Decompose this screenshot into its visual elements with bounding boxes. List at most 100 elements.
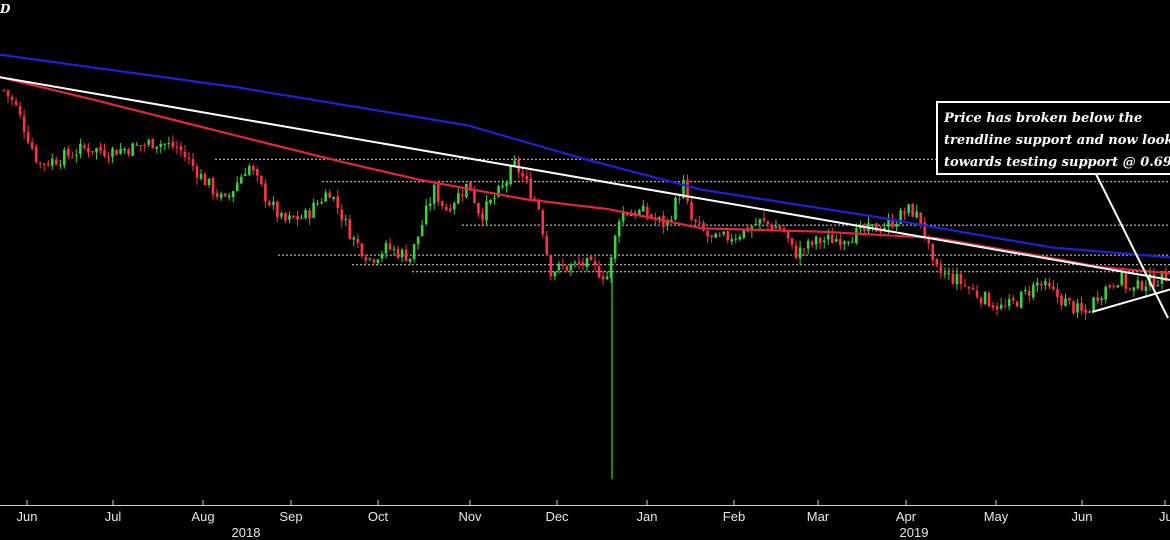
- candle-body: [211, 178, 215, 195]
- candle-body: [1124, 273, 1128, 289]
- candle-body: [919, 212, 923, 224]
- candle-body: [103, 149, 106, 157]
- candle-body: [308, 210, 311, 219]
- candle-body: [879, 230, 882, 232]
- candle-body: [734, 238, 738, 240]
- candle-body: [79, 143, 82, 154]
- candle-body: [159, 143, 163, 147]
- candle-body: [702, 223, 705, 231]
- candle-body: [384, 242, 388, 254]
- candle-body: [818, 237, 822, 244]
- candle-body: [296, 216, 299, 220]
- candle-body: [493, 197, 496, 200]
- candle-body: [432, 184, 436, 204]
- candle-body: [50, 158, 54, 166]
- candle-body: [509, 166, 512, 185]
- candle-body: [967, 287, 971, 289]
- candle-body: [268, 201, 271, 206]
- candle-body: [135, 144, 138, 146]
- candle-body: [726, 231, 730, 241]
- x-tick-label: Jul: [104, 509, 122, 524]
- candle-body: [360, 243, 364, 257]
- candle-body: [1084, 309, 1087, 313]
- candle-body: [183, 151, 187, 158]
- candle-body: [706, 230, 709, 237]
- candle-body: [830, 234, 834, 244]
- candle-body: [179, 146, 183, 151]
- candle-body: [826, 234, 830, 240]
- candle-body: [939, 266, 943, 274]
- candle-body: [883, 228, 886, 231]
- candle-body: [537, 200, 541, 210]
- candle-body: [569, 264, 573, 271]
- candle-body: [971, 287, 975, 290]
- candle-body: [851, 241, 854, 243]
- price-chart: [0, 53, 1170, 505]
- moving-average-slow: [0, 53, 1170, 259]
- candle-body: [497, 186, 500, 197]
- candle-body: [256, 168, 259, 176]
- candle-body: [1052, 286, 1055, 290]
- candle-body: [501, 185, 504, 187]
- candle-body: [348, 219, 352, 240]
- candle-body: [139, 145, 143, 147]
- candle-body: [758, 219, 762, 224]
- candle-body: [276, 201, 279, 218]
- x-tick-label: Jun: [16, 509, 38, 524]
- candle-body: [1144, 286, 1148, 291]
- candle-body: [1100, 298, 1103, 301]
- annotation-line-2: trendline support and now looks: [944, 133, 1170, 148]
- candle-body: [34, 146, 38, 163]
- candle-body: [95, 148, 98, 153]
- candle-body: [1152, 274, 1156, 287]
- candle-body: [903, 211, 906, 215]
- candle-body: [545, 235, 549, 255]
- candle-body: [6, 90, 10, 97]
- candle-body: [979, 297, 983, 304]
- candle-body: [802, 248, 806, 250]
- candle-body: [1076, 303, 1079, 313]
- candle-body: [742, 228, 746, 238]
- trendline-rising-support: [1091, 288, 1170, 313]
- candle-body: [678, 198, 681, 200]
- candle-body: [336, 196, 340, 209]
- candle-body: [396, 248, 400, 258]
- candle-body: [1080, 303, 1083, 311]
- candle-body: [513, 160, 516, 166]
- candle-body: [416, 236, 420, 244]
- candle-body: [955, 273, 959, 285]
- candle-body: [686, 180, 689, 202]
- x-year-label: 2018: [231, 525, 261, 540]
- candle-body: [26, 132, 30, 143]
- candle-body: [63, 150, 66, 166]
- candle-body: [364, 256, 368, 261]
- candle-body: [621, 211, 625, 222]
- candle-body: [822, 240, 826, 243]
- candle-body: [794, 245, 798, 259]
- candle-body: [485, 201, 488, 221]
- candle-body: [328, 192, 331, 198]
- candle-body: [666, 219, 669, 226]
- candle-body: [38, 162, 42, 164]
- candle-body: [1011, 298, 1015, 301]
- candle-body: [1136, 280, 1140, 289]
- candle-body: [927, 238, 931, 244]
- candle-body: [30, 142, 34, 149]
- candle-body: [605, 276, 609, 280]
- candle-body: [1116, 285, 1120, 288]
- candle-body: [839, 238, 842, 246]
- candle-body: [235, 182, 239, 191]
- candle-body: [10, 96, 14, 100]
- candle-body: [1096, 297, 1099, 302]
- candle-body: [694, 219, 697, 222]
- candle-body: [766, 221, 770, 225]
- x-tick-label: Ju: [1159, 509, 1170, 524]
- candle-body: [798, 247, 802, 259]
- candle-body: [1164, 272, 1168, 282]
- candle-body: [983, 291, 987, 305]
- candle-body: [340, 209, 344, 221]
- candle-body: [312, 202, 315, 218]
- candle-body: [637, 210, 641, 216]
- candle-body: [280, 213, 283, 217]
